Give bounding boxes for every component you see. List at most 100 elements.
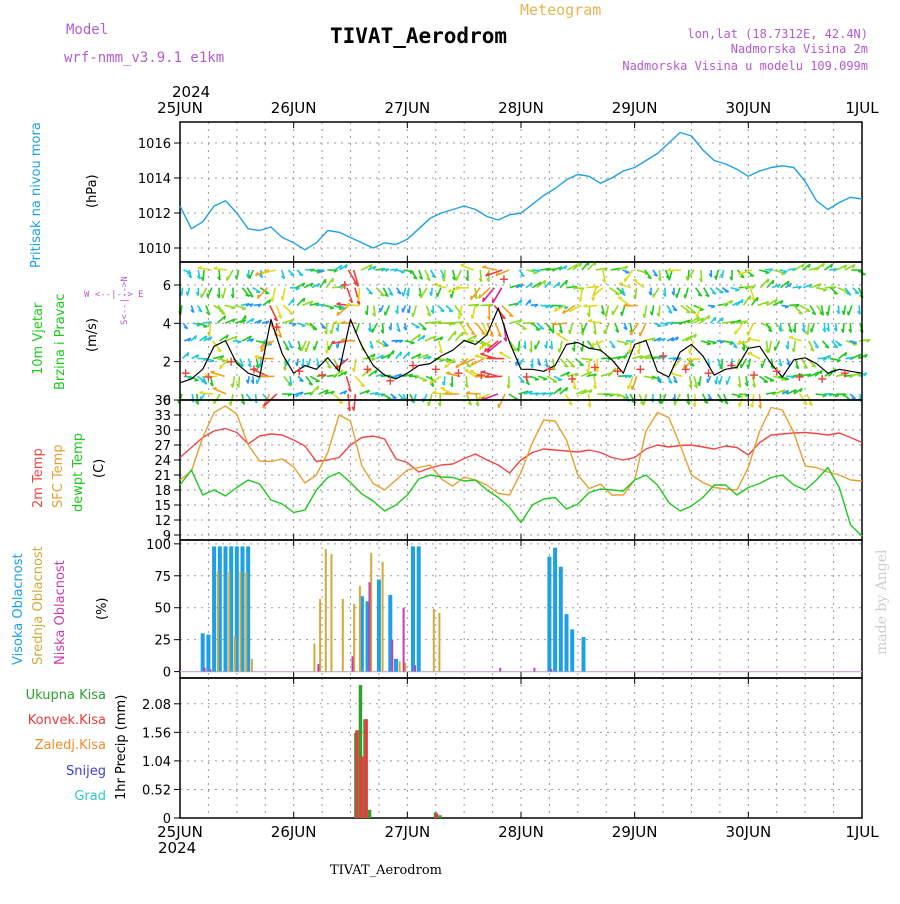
cloud-low-bar (550, 669, 552, 672)
wind-arrow (239, 376, 240, 387)
precip-legend-snow: Snijeg (66, 764, 106, 779)
wind-arrow-head (263, 404, 264, 408)
wind-arrow-head (707, 344, 711, 345)
wind-arrow (432, 393, 445, 394)
wind-arrow-head (451, 294, 452, 298)
temp-ytick-label: 18 (154, 484, 171, 499)
wind-ytick-label: 2 (163, 356, 171, 371)
wind-arrow (201, 288, 207, 298)
temp-ytick-label: 21 (154, 469, 171, 484)
cloud-axis-name-high: Visoka Oblacnost (11, 553, 26, 665)
wind-arrow-head (684, 294, 685, 298)
year-bottom: 2024 (158, 839, 196, 857)
wind-arrow (283, 305, 293, 314)
wind-arrow (670, 373, 682, 376)
wind-arrow (227, 270, 233, 281)
wind-arrow-head (428, 402, 429, 406)
wind-arrow-head (773, 280, 774, 284)
wind-arrow-head (330, 308, 334, 309)
wind-arrow-head (293, 299, 294, 303)
cloud-low-bar (209, 669, 211, 672)
cloud-high-bar (201, 633, 205, 671)
wind-arrow-head (799, 313, 803, 314)
wind-arrow-head (533, 273, 537, 274)
cloud-mid-bar (325, 549, 327, 672)
wind-arrow-head (222, 294, 223, 298)
cloud-low-bar (369, 582, 371, 671)
wind-arrow-head (834, 293, 838, 294)
wind-arrow-head (330, 330, 331, 334)
wind-arrow (479, 288, 490, 299)
x-axis-label-top: 25JUN (157, 99, 203, 117)
wind-arrow-head (231, 308, 235, 309)
cloud-frame (180, 540, 862, 678)
wind-arrow-head (739, 403, 740, 407)
wind-arrow-head (764, 382, 768, 383)
precip-ytick-label: 2.08 (142, 698, 171, 713)
wind-arrow-head (211, 371, 215, 372)
cloud-high-bar (570, 629, 574, 671)
wind-arrow-head (657, 326, 661, 327)
x-axis-label-top: 28JUN (498, 99, 544, 117)
cloud-mid-bar (251, 659, 253, 672)
wind-compass-ns: S<--|-->N (120, 276, 130, 325)
cloud-high-bar (212, 546, 216, 671)
wind-arrow-head (713, 343, 717, 344)
cloud-mid-bar (217, 572, 219, 672)
precip-legend-total: Ukupna Kisa (26, 688, 106, 703)
x-axis-label-bottom: 1JUL (845, 823, 879, 841)
temp-axis-name-sfc: SFC Temp (51, 444, 66, 508)
cloud-mid-bar (234, 636, 236, 672)
cloud-mid-bar (331, 554, 333, 672)
cloud-high-bar (547, 557, 551, 672)
temp-ytick-label: 30 (154, 424, 171, 439)
wind-compass-we: W <--|--> E (84, 290, 144, 300)
wind-arrow-head (735, 331, 736, 335)
wind-arrow-head (715, 317, 716, 321)
wind-arrow-head (313, 329, 317, 330)
cloud-high-bar (411, 546, 415, 671)
wind-arrow-head (719, 381, 720, 385)
precip-axis-unit: 1hr Precip (mm) (114, 695, 129, 800)
wind-arrow (461, 265, 474, 270)
lonlat-label: lon,lat (18.7312E, 42.4N) (687, 27, 868, 41)
wind-ytick-label: 4 (163, 317, 171, 332)
x-axis-label-top: 1JUL (845, 99, 879, 117)
wind-arrow-head (482, 371, 486, 372)
wind-arrow-head (543, 379, 547, 380)
wind-arrow (619, 284, 631, 288)
wind-arrow-head (462, 332, 463, 336)
cloud-high-bar (559, 567, 563, 672)
wind-arrow-head (540, 328, 544, 329)
wind-arrow-head (369, 293, 373, 294)
x-axis-label-top: 26JUN (271, 99, 317, 117)
cloud-mid-bar (240, 572, 242, 672)
wind-arrow (808, 323, 809, 335)
wind-arrow (413, 305, 416, 316)
precip-ytick-label: 1.04 (142, 755, 171, 770)
wind-arrow-head (384, 345, 388, 346)
wind-arrow (645, 305, 647, 317)
wind-arrow (198, 268, 212, 270)
wind-arrow-head (625, 272, 629, 273)
wind-arrow-head (618, 297, 622, 298)
precip-total-bar (368, 810, 372, 818)
model-label: Model (66, 22, 108, 38)
wind-arrow (605, 323, 610, 334)
station-title: TIVAT_Aerodrom (330, 24, 507, 48)
wind-arrow-head (785, 379, 789, 380)
wind-arrow-head (757, 297, 758, 301)
wind-arrow-head (812, 366, 816, 367)
wind-arrow-head (203, 326, 207, 327)
cloud-high-bar (417, 546, 421, 671)
wind-arrow-head (668, 276, 669, 280)
wind-arrow-head (305, 348, 306, 352)
wind-arrow-head (768, 279, 769, 283)
wind-arrow-head (289, 313, 293, 314)
wind-arrow (570, 323, 573, 334)
meteogram-label: Meteogram (520, 1, 601, 19)
wind-arrow (270, 305, 278, 320)
wind-arrow-head (409, 352, 410, 356)
x-axis-label-bottom: 30JUN (725, 823, 771, 841)
